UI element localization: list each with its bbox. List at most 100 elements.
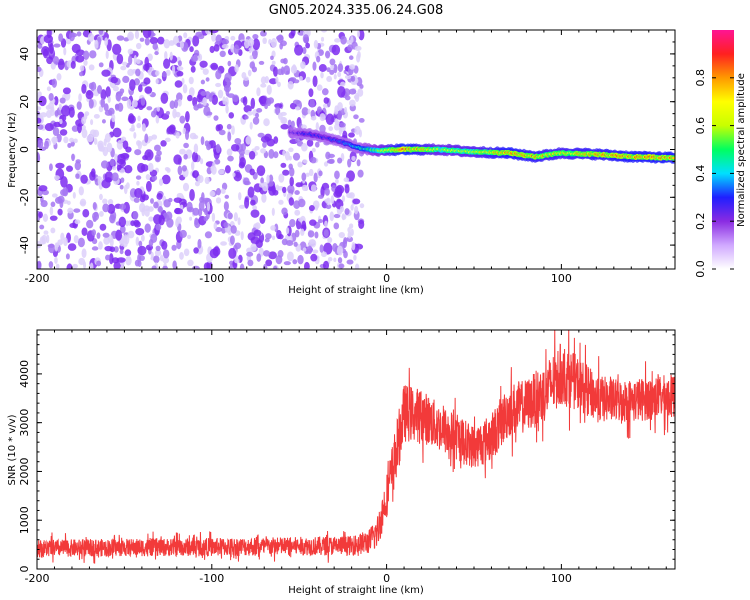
spectrogram-point <box>217 89 224 99</box>
spectrogram-point <box>109 158 115 167</box>
spectrogram-point <box>202 68 209 75</box>
spectrogram-point <box>215 227 223 233</box>
spectrogram-point <box>339 205 344 213</box>
spectrogram-point <box>188 87 195 97</box>
spectrogram-point <box>186 201 193 212</box>
spectrogram-point <box>86 219 94 229</box>
spectrogram-point <box>215 143 221 154</box>
spectrogram-point <box>221 182 228 191</box>
spectrogram-point <box>129 79 136 91</box>
spectrogram-point <box>250 209 260 218</box>
spectrogram-point <box>208 93 213 102</box>
spectrogram-point <box>215 197 222 204</box>
spectrogram-point <box>66 165 74 172</box>
spectrogram-point <box>50 227 56 234</box>
spectrogram-point <box>283 261 291 266</box>
spectrogram-point <box>135 236 140 247</box>
spectrogram-point <box>89 50 97 59</box>
spectrogram-point <box>206 201 211 212</box>
spectrogram-point <box>348 88 357 95</box>
spectrogram-point <box>249 168 255 176</box>
spectrogram-point <box>244 197 250 209</box>
spectrogram-point <box>194 217 199 226</box>
spectrogram-point <box>325 113 335 125</box>
spectrogram-point <box>260 83 267 88</box>
spectrogram-point <box>334 186 343 197</box>
spectrogram-point <box>338 263 345 269</box>
spectrogram-point <box>144 86 153 94</box>
spectrogram-point <box>162 249 170 259</box>
spectrogram-point <box>285 239 294 246</box>
spectrogram-point <box>161 240 168 250</box>
spectrogram-point <box>281 238 288 246</box>
spectrogram-point <box>301 220 307 231</box>
spectrogram-point <box>38 95 47 107</box>
spectrogram-point <box>287 119 292 127</box>
spectrogram-point <box>175 131 180 139</box>
spectrogram-point <box>228 112 235 119</box>
spectrogram-signal-track <box>287 126 675 164</box>
spectrogram-point <box>230 35 236 41</box>
spectrogram-point <box>88 64 95 71</box>
spectrogram-point <box>323 229 329 238</box>
snr-frame <box>36 329 676 570</box>
spectrogram-point <box>99 211 104 217</box>
spectrogram-point <box>97 85 103 94</box>
spectrogram-point <box>144 56 149 68</box>
spectrogram-point <box>57 208 63 216</box>
spectrogram-point <box>144 208 150 217</box>
spectrogram-point <box>70 60 76 69</box>
spectrogram-point <box>308 205 315 212</box>
spectrogram-point <box>187 259 194 267</box>
spectrogram-point <box>327 237 333 244</box>
spectrogram-point <box>62 87 71 95</box>
spectrogram-point <box>37 66 42 73</box>
spectrogram-point <box>37 106 42 111</box>
spectrogram-point <box>53 95 59 106</box>
spectrogram-point <box>69 222 77 228</box>
spectrogram-point <box>81 83 87 94</box>
spectrogram-point <box>205 77 210 82</box>
spectrogram-point <box>262 141 267 148</box>
spectrogram-point <box>143 77 151 85</box>
spectrogram-point <box>225 104 229 114</box>
spectrogram-point <box>359 84 364 89</box>
spectrogram-point <box>98 30 104 35</box>
spectrogram-point <box>305 172 310 177</box>
spectrogram-point <box>247 38 255 47</box>
spectrogram-point <box>151 175 158 181</box>
spectrogram-point <box>97 175 101 186</box>
x-tick-label: -100 <box>199 572 224 585</box>
spectrogram-point <box>331 44 341 56</box>
spectrogram-point <box>63 136 69 144</box>
spectrogram-point <box>61 105 71 117</box>
spectrogram-point <box>156 150 162 157</box>
spectrogram-point <box>348 132 355 138</box>
spectrogram-point <box>58 103 62 111</box>
spectrogram-point <box>315 141 320 148</box>
spectrogram-point <box>258 182 265 188</box>
spectrogram-point <box>58 33 64 42</box>
spectrogram-point <box>78 93 82 102</box>
spectrogram-point <box>183 142 189 149</box>
spectrogram-point <box>110 76 118 84</box>
spectrogram-point <box>177 165 183 176</box>
spectrogram-point <box>283 57 288 65</box>
spectrogram-point <box>347 44 354 52</box>
spectrogram-point <box>333 222 340 230</box>
snr-x-axis-title: Height of straight line (km) <box>288 585 424 596</box>
spectrogram-point <box>250 243 257 252</box>
spectrogram-point <box>161 71 167 78</box>
spectrogram-point <box>115 104 120 111</box>
spectrogram-point <box>168 40 175 46</box>
spectrogram-point <box>176 92 183 102</box>
spectrogram-point <box>144 133 149 143</box>
spectrogram-point <box>194 181 200 187</box>
spectrogram-point <box>301 107 309 116</box>
spectrogram-point <box>173 154 182 165</box>
spectrogram-point <box>292 152 301 161</box>
spectrogram-point <box>281 207 288 215</box>
spectrogram-point <box>294 209 301 216</box>
spectrogram-point <box>73 235 79 244</box>
spectrogram-point <box>181 165 187 172</box>
